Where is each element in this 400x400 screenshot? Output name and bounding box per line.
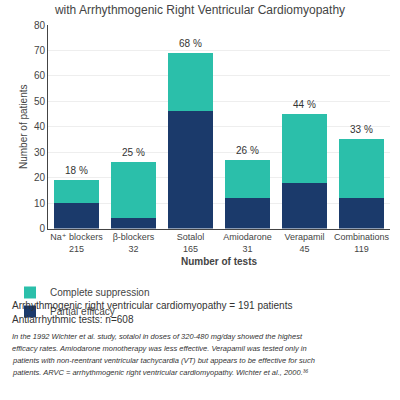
svg-text:30: 30 bbox=[34, 147, 46, 158]
svg-text:Number of patients: Number of patients bbox=[18, 85, 29, 170]
svg-text:50: 50 bbox=[34, 96, 46, 107]
svg-text:Arrhythmogenic right ventricul: Arrhythmogenic right ventricular cardiom… bbox=[12, 300, 292, 311]
svg-text:26 %: 26 % bbox=[236, 145, 259, 156]
svg-text:25 %: 25 % bbox=[122, 147, 145, 158]
svg-text:Sotalol165: Sotalol165 bbox=[177, 232, 205, 254]
svg-text:β-blockers32: β-blockers32 bbox=[113, 232, 155, 254]
svg-text:Partial efficacy: Partial efficacy bbox=[50, 306, 115, 317]
svg-text:18 %: 18 % bbox=[65, 165, 88, 176]
svg-text:Combinations119: Combinations119 bbox=[334, 232, 390, 254]
svg-text:Amiodarone31: Amiodarone31 bbox=[223, 232, 272, 254]
svg-text:Complete suppression: Complete suppression bbox=[50, 287, 150, 298]
svg-text:33 %: 33 % bbox=[350, 124, 373, 135]
svg-text:70: 70 bbox=[34, 45, 46, 56]
svg-text:Antiarrhythmic tests: n=608: Antiarrhythmic tests: n=608 bbox=[12, 314, 134, 325]
svg-text:Verapamil45: Verapamil45 bbox=[284, 232, 324, 254]
svg-text:patients with non-reentrant ve: patients with non-reentrant ventricular … bbox=[12, 356, 315, 365]
svg-text:Number of tests: Number of tests bbox=[181, 256, 258, 267]
svg-text:20: 20 bbox=[34, 172, 46, 183]
svg-text:44 %: 44 % bbox=[293, 99, 316, 110]
svg-text:patients. ARVC = arrhythmogeni: patients. ARVC = arrhythmogenic right ve… bbox=[12, 368, 308, 377]
svg-text:Na⁺ blockers215: Na⁺ blockers215 bbox=[50, 232, 103, 254]
svg-text:10: 10 bbox=[34, 198, 46, 209]
svg-text:0: 0 bbox=[39, 223, 45, 234]
svg-text:68 %: 68 % bbox=[179, 38, 202, 49]
svg-text:In the 1992 Wichter et al. stu: In the 1992 Wichter et al. study, sotalo… bbox=[12, 332, 303, 341]
svg-text:60: 60 bbox=[34, 70, 46, 81]
svg-text:80: 80 bbox=[34, 20, 46, 31]
svg-text:efficacy rates. Amiodarone mon: efficacy rates. Amiodarone monotherapy w… bbox=[12, 344, 307, 353]
svg-text:40: 40 bbox=[34, 121, 46, 132]
svg-text:with Arrhythmogenic Right Vent: with Arrhythmogenic Right Ventricular Ca… bbox=[54, 3, 345, 17]
